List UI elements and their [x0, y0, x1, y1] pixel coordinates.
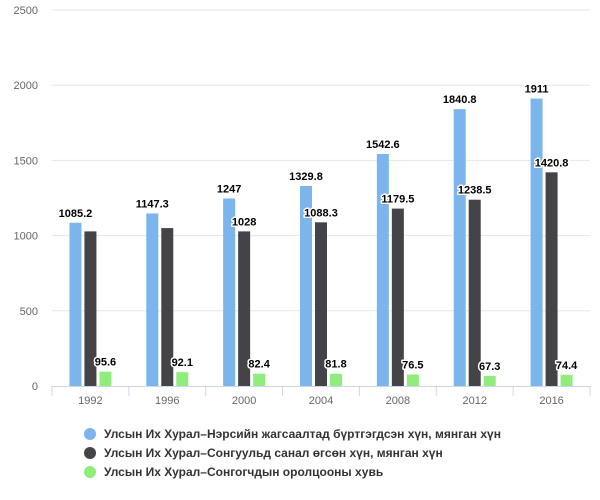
data-label-s0-2008: 1542.6	[366, 139, 400, 151]
bar-chart: 0 500 1000 1500 2000 2500 1992 1996 2000 2004 2008…	[14, 5, 591, 407]
data-label-s2-2016: 74.4	[556, 360, 578, 372]
bar-s1-2000	[238, 231, 251, 386]
data-label-s0-2016: 1911	[525, 84, 549, 96]
legend-marker-turnout	[84, 465, 96, 478]
y-tick-label-2000: 2000	[14, 80, 38, 92]
x-tick-label-2000: 2000	[232, 395, 256, 407]
data-label-s0-2012: 1840.8	[443, 94, 477, 106]
legend-marker-registered	[84, 427, 96, 440]
data-label-s2-2000: 82.4	[248, 359, 270, 371]
y-tick-label-500: 500	[20, 306, 38, 318]
x-tick-label-2008: 2008	[386, 395, 410, 407]
bar-s1-2016	[545, 172, 558, 386]
data-label-s0-1992: 1085.2	[59, 208, 93, 220]
data-label-s0-2004: 1329.8	[289, 171, 323, 183]
bar-s2-2012	[483, 375, 496, 386]
data-label-s1-2012: 1238.5	[458, 185, 492, 197]
data-label-s1-2008: 1179.5	[381, 194, 414, 206]
data-label-s0-2000: 1247	[217, 183, 241, 195]
bar-s0-2016	[530, 98, 543, 386]
data-label-s2-1996: 92.1	[172, 357, 193, 369]
data-label-s1-2004: 1088.3	[304, 207, 338, 219]
bar-s1-2012	[468, 199, 481, 386]
data-label-s2-2008: 76.5	[402, 359, 423, 371]
bar-s2-2016	[560, 374, 573, 386]
data-label-s2-2012: 67.3	[479, 361, 500, 373]
bar-s0-1992	[69, 222, 82, 386]
bar-s2-1996	[176, 372, 189, 386]
x-tick-label-2004: 2004	[309, 395, 333, 407]
data-label-s1-2016: 1420.8	[535, 157, 569, 169]
legend-label-registered: Улсын Их Хурал–Нэрсийн жагсаалтад бүртгэ…	[104, 426, 501, 441]
y-tick-label-1000: 1000	[14, 231, 38, 243]
data-label-s2-1992: 95.6	[95, 357, 116, 369]
bar-s1-1992	[84, 231, 97, 386]
legend-label-turnout: Улсын Их Хурал–Сонгогчдын оролцооны хувь	[104, 464, 384, 479]
bar-s0-2012	[453, 109, 466, 386]
bar-s0-2008	[376, 153, 389, 386]
data-label-s0-1996: 1147.3	[136, 198, 169, 210]
x-tick-label-1992: 1992	[78, 395, 102, 407]
bar-s0-2004	[300, 185, 312, 386]
bar-s2-2008	[406, 374, 419, 386]
legend-label-voted: Улсын Их Хурал–Сонгуульд санал өгсөн хүн…	[104, 445, 443, 460]
x-tick-label-1996: 1996	[155, 395, 179, 407]
legend-item-voted[interactable]: Улсын Их Хурал–Сонгуульд санал өгсөн хүн…	[84, 443, 584, 462]
bar-s2-2004	[330, 373, 342, 386]
bar-s1-2008	[391, 208, 404, 386]
legend-item-turnout[interactable]: Улсын Их Хурал–Сонгогчдын оролцооны хувь	[84, 462, 584, 481]
y-tick-label-1500: 1500	[14, 155, 38, 167]
bar-s1-2004	[315, 222, 327, 386]
data-label-s2-2004: 81.8	[325, 359, 346, 371]
x-tick-label-2012: 2012	[462, 395, 486, 407]
bar-s0-1996	[146, 213, 159, 386]
bar-s2-2000	[253, 373, 266, 386]
data-label-s1-2000: 1028	[232, 216, 256, 228]
legend-item-registered[interactable]: Улсын Их Хурал–Нэрсийн жагсаалтад бүртгэ…	[84, 424, 584, 443]
legend-marker-voted	[84, 446, 96, 459]
y-tick-label-0: 0	[32, 381, 38, 393]
y-tick-label-2500: 2500	[14, 5, 38, 17]
bar-s2-1992	[99, 371, 112, 386]
bar-s0-2000	[223, 198, 236, 386]
legend: Улсын Их Хурал–Нэрсийн жагсаалтад бүртгэ…	[84, 424, 584, 481]
bar-s1-1996	[161, 228, 174, 386]
x-tick-label-2016: 2016	[539, 395, 563, 407]
